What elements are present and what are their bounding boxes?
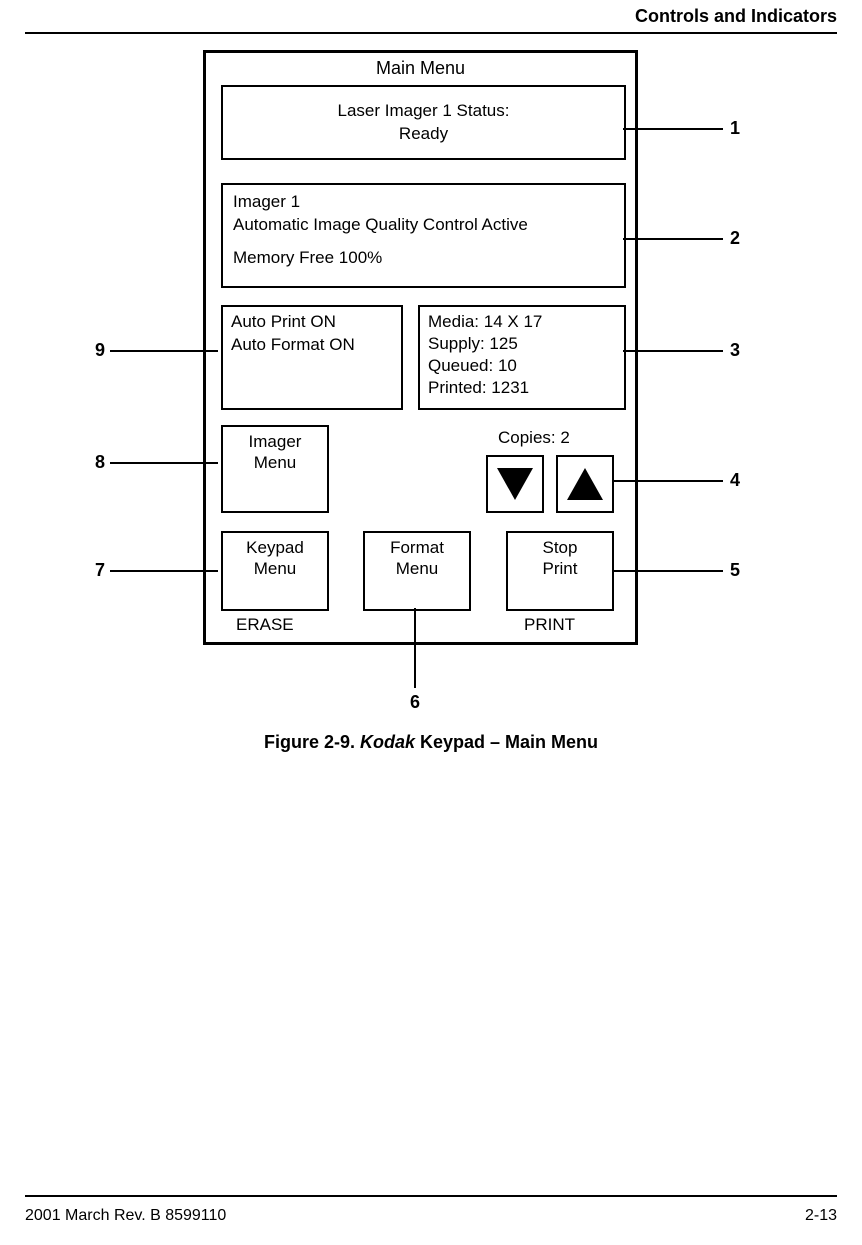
media-line2: Supply: 125 xyxy=(428,333,616,355)
callout-line-1 xyxy=(623,128,723,130)
auto-settings-box: Auto Print ON Auto Format ON xyxy=(221,305,403,410)
format-menu-line2: Menu xyxy=(365,558,469,579)
keypad-menu-line1: Keypad xyxy=(223,537,327,558)
footer-rule xyxy=(25,1195,837,1197)
callout-5: 5 xyxy=(730,560,740,581)
page-header-title: Controls and Indicators xyxy=(635,6,837,27)
callout-line-7 xyxy=(110,570,218,572)
callout-3: 3 xyxy=(730,340,740,361)
auto-format-line: Auto Format ON xyxy=(231,334,393,357)
callout-8: 8 xyxy=(95,452,105,473)
callout-line-3 xyxy=(623,350,723,352)
callout-line-9 xyxy=(110,350,218,352)
status-box: Laser Imager 1 Status: Ready xyxy=(221,85,626,160)
callout-line-5 xyxy=(613,570,723,572)
figure-brand: Kodak xyxy=(360,732,415,752)
stop-print-line2: Print xyxy=(508,558,612,579)
callout-line-6 xyxy=(414,608,416,688)
auto-print-line: Auto Print ON xyxy=(231,311,393,334)
keypad-menu-line2: Menu xyxy=(223,558,327,579)
status-line2: Ready xyxy=(399,123,448,145)
stop-print-line1: Stop xyxy=(508,537,612,558)
callout-2: 2 xyxy=(730,228,740,249)
info-line2: Automatic Image Quality Control Active xyxy=(233,214,614,237)
media-box: Media: 14 X 17 Supply: 125 Queued: 10 Pr… xyxy=(418,305,626,410)
footer-left: 2001 March Rev. B 8599110 xyxy=(25,1207,226,1225)
figure-caption: Figure 2-9. Kodak Keypad – Main Menu xyxy=(0,732,862,753)
callout-line-4 xyxy=(613,480,723,482)
erase-label: ERASE xyxy=(236,615,294,635)
format-menu-button[interactable]: Format Menu xyxy=(363,531,471,611)
header-rule xyxy=(25,32,837,34)
callout-1: 1 xyxy=(730,118,740,139)
callout-4: 4 xyxy=(730,470,740,491)
callout-7: 7 xyxy=(95,560,105,581)
media-line3: Queued: 10 xyxy=(428,355,616,377)
callout-line-2 xyxy=(623,238,723,240)
media-line1: Media: 14 X 17 xyxy=(428,311,616,333)
info-line3: Memory Free 100% xyxy=(233,247,614,270)
media-line4: Printed: 1231 xyxy=(428,377,616,399)
imager-menu-line1: Imager xyxy=(223,431,327,452)
keypad-screen: Main Menu Laser Imager 1 Status: Ready I… xyxy=(203,50,638,645)
callout-line-8 xyxy=(110,462,218,464)
figure-number: Figure 2-9. xyxy=(264,732,360,752)
keypad-menu-button[interactable]: Keypad Menu xyxy=(221,531,329,611)
copies-label: Copies: 2 xyxy=(498,428,570,448)
triangle-down-icon xyxy=(495,466,535,502)
info-box: Imager 1 Automatic Image Quality Control… xyxy=(221,183,626,288)
info-line1: Imager 1 xyxy=(233,191,614,214)
status-line1: Laser Imager 1 Status: xyxy=(338,100,510,122)
imager-menu-button[interactable]: Imager Menu xyxy=(221,425,329,513)
callout-9: 9 xyxy=(95,340,105,361)
callout-6: 6 xyxy=(410,692,420,713)
print-label: PRINT xyxy=(524,615,575,635)
format-menu-line1: Format xyxy=(365,537,469,558)
copies-decrease-button[interactable] xyxy=(486,455,544,513)
copies-increase-button[interactable] xyxy=(556,455,614,513)
footer-right: 2-13 xyxy=(805,1207,837,1225)
main-menu-title: Main Menu xyxy=(206,58,635,79)
diagram: Main Menu Laser Imager 1 Status: Ready I… xyxy=(90,50,770,730)
imager-menu-line2: Menu xyxy=(223,452,327,473)
stop-print-button[interactable]: Stop Print xyxy=(506,531,614,611)
figure-rest: Keypad – Main Menu xyxy=(415,732,598,752)
triangle-up-icon xyxy=(565,466,605,502)
